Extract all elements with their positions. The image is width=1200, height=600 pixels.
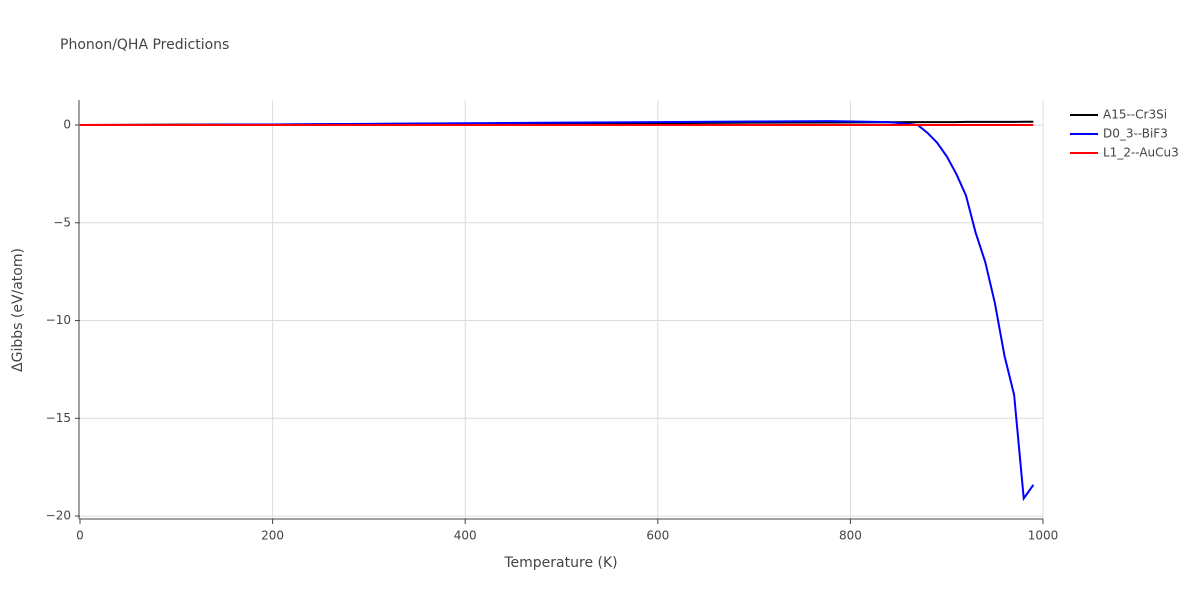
y-axis-title: ΔGibbs (eV/atom) [10,248,26,372]
series-line [79,120,1035,502]
x-tick-label: 200 [261,529,284,543]
legend-label: L1_2--AuCu3 [1103,146,1179,160]
y-tick-label: −5 [53,215,71,229]
x-tick-label: 0 [76,529,84,543]
x-axis-title: Temperature (K) [503,555,617,571]
x-tick-label: 800 [839,529,862,543]
y-tick-label: 0 [63,118,71,132]
y-tick-label: −10 [46,313,71,327]
y-tick-label: −15 [46,411,71,425]
legend-label: D0_3--BiF3 [1103,127,1168,141]
x-tick-label: 600 [646,529,669,543]
x-tick-label: 1000 [1028,529,1059,543]
legend-label: A15--Cr3Si [1103,108,1167,122]
x-tick-label: 400 [454,529,477,543]
y-tick-label: −20 [46,509,71,523]
chart-title: Phonon/QHA Predictions [60,37,229,53]
